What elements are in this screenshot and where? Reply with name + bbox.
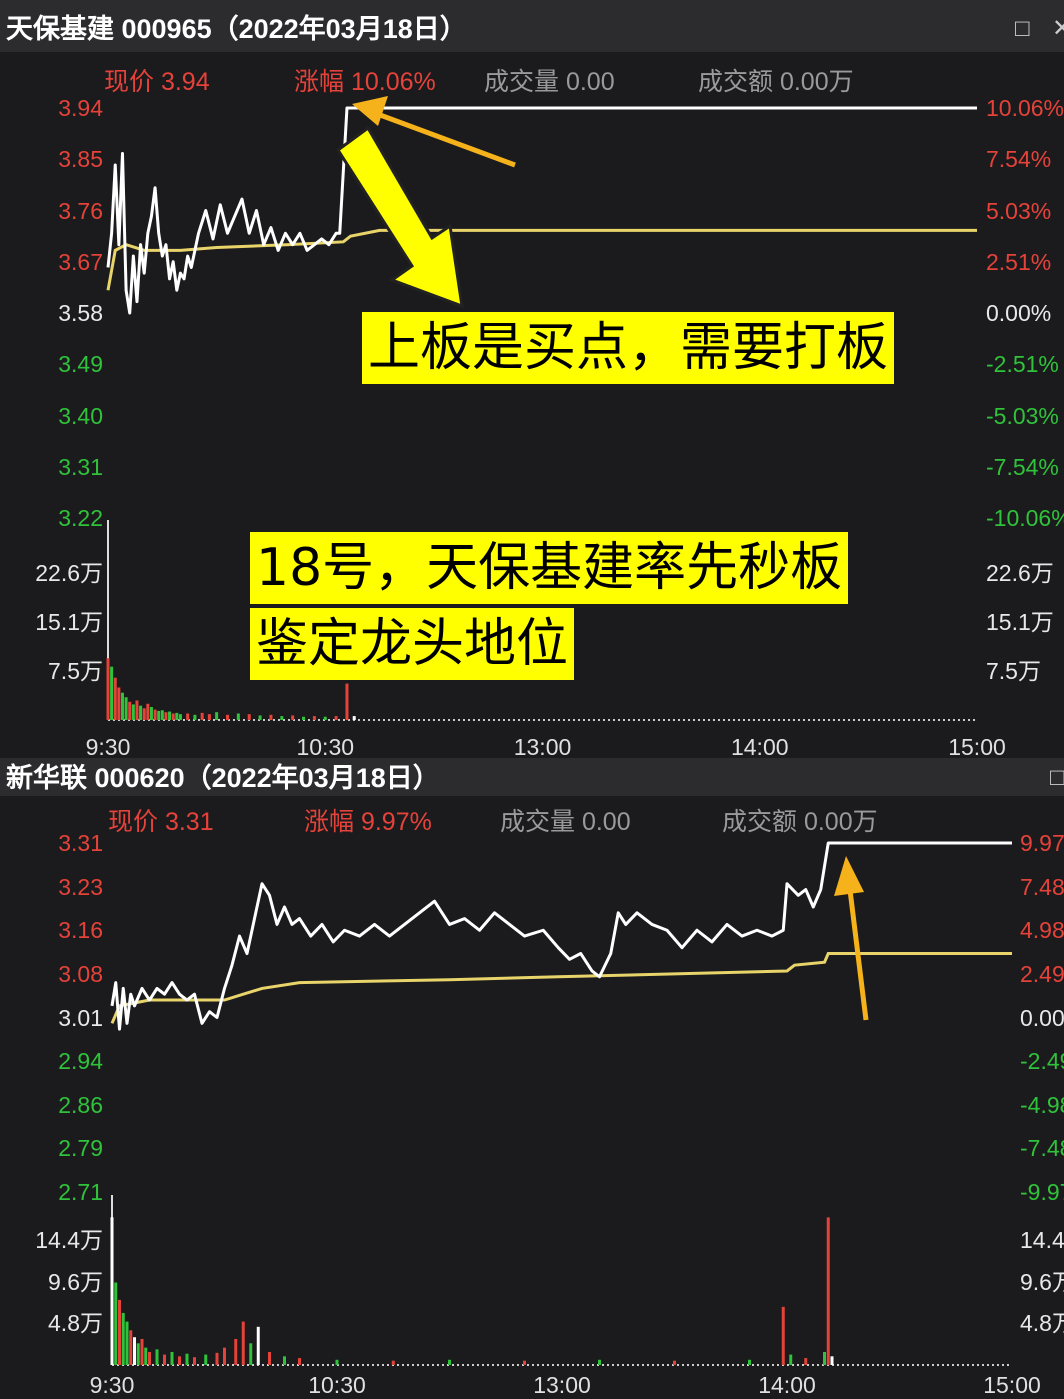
price-tick-label: 3.22	[58, 505, 103, 531]
time-tick-label: 14:00	[730, 734, 789, 760]
panel2-current-price: 现价 3.31	[108, 808, 214, 836]
pct-tick-label: -2.49%	[1020, 1048, 1064, 1075]
pct-tick-label: 7.54%	[986, 146, 1052, 173]
maximize-icon[interactable]: □	[1050, 764, 1064, 791]
maximize-icon[interactable]: □	[1015, 15, 1030, 42]
panel2-amount: 成交额 0.00万	[722, 808, 878, 836]
volume-tick-label: 7.5万	[48, 658, 103, 684]
price-tick-label: 3.23	[58, 873, 103, 900]
volume-tick-label-right: 15.1万	[986, 609, 1054, 635]
pct-tick-label: 2.51%	[986, 248, 1052, 275]
time-tick-label: 10:30	[308, 1372, 366, 1398]
time-tick-label: 13:00	[513, 734, 572, 760]
pct-tick-label: -2.51%	[986, 351, 1059, 378]
price-tick-label: 3.08	[58, 960, 103, 987]
price-tick-label: 2.86	[58, 1091, 103, 1118]
big-down-arrow-icon	[335, 125, 464, 309]
volume-tick-label-right: 9.6万	[1020, 1268, 1064, 1295]
panel2-change-pct: 涨幅 9.97%	[304, 808, 432, 836]
volume-tick-label: 14.4万	[35, 1227, 103, 1253]
price-tick-label: 3.85	[58, 146, 103, 173]
volume-tick-label: 9.6万	[48, 1268, 103, 1295]
volume-tick-label-right: 14.4万	[1020, 1227, 1064, 1253]
volume-tick-label: 22.6万	[35, 560, 103, 586]
pct-tick-label: 9.97%	[1020, 830, 1064, 856]
price-line	[110, 841, 1012, 1031]
orange-arrow-shaft	[847, 889, 869, 1021]
pct-tick-label: -4.98%	[1020, 1091, 1064, 1118]
pct-tick-label: -7.54%	[986, 453, 1059, 480]
volume-tick-label-right: 4.8万	[1020, 1310, 1064, 1337]
panel1-change-pct: 涨幅 10.06%	[294, 68, 436, 96]
price-tick-label: 3.94	[58, 95, 103, 121]
orange-arrow-head-icon	[352, 96, 388, 126]
price-tick-label: 3.31	[58, 830, 103, 856]
panel1-volume: 成交量 0.00	[484, 68, 615, 96]
pct-tick-label: 0.00%	[1020, 1004, 1064, 1031]
average-price-line	[110, 952, 1012, 1024]
volume-tick-label-right: 22.6万	[986, 560, 1054, 586]
panel1-amount: 成交额 0.00万	[698, 68, 854, 96]
pct-tick-label: 0.00%	[986, 300, 1052, 326]
price-tick-label: 3.40	[58, 402, 103, 429]
price-tick-label: 3.58	[58, 300, 103, 326]
pct-tick-label: -9.97%	[1020, 1179, 1064, 1205]
annotation-buy-point: 上板是买点，需要打板	[362, 312, 895, 384]
panel1-title: 天保基建 000965（2022年03月18日）	[6, 14, 467, 44]
panel2-title-bar: 新华联 000620（2022年03月18日） □	[0, 758, 1064, 796]
pct-tick-label: -7.48%	[1020, 1135, 1064, 1162]
panel2-volume: 成交量 0.00	[500, 808, 631, 836]
price-tick-label: 2.71	[58, 1179, 103, 1205]
orange-arrow-shaft	[371, 109, 516, 168]
pct-tick-label: 10.06%	[986, 95, 1064, 121]
price-line	[106, 106, 977, 315]
annotation-leader-line1: 18号，天保基建率先秒板	[250, 532, 849, 604]
price-tick-label: 3.01	[58, 1004, 103, 1031]
average-price-line	[106, 228, 977, 291]
close-icon[interactable]: ✕	[1052, 15, 1064, 42]
price-tick-label: 2.79	[58, 1135, 103, 1162]
pct-tick-label: 2.49%	[1020, 960, 1064, 987]
price-tick-label: 2.94	[58, 1048, 103, 1075]
panel1-title-bar: 天保基建 000965（2022年03月18日） □ ✕	[0, 0, 1064, 52]
time-tick-label: 15:00	[983, 1372, 1041, 1398]
time-tick-label: 15:00	[948, 734, 1006, 760]
time-tick-label: 10:30	[296, 734, 355, 760]
pct-tick-label: 4.98%	[1020, 917, 1064, 944]
panel2-title: 新华联 000620（2022年03月18日）	[6, 763, 440, 793]
orange-arrow-head-icon	[834, 856, 864, 896]
price-tick-label: 3.16	[58, 917, 103, 944]
annotation-leader-line2: 鉴定龙头地位	[250, 608, 575, 680]
price-tick-label: 3.31	[58, 453, 103, 480]
pct-tick-label: -10.06%	[986, 505, 1064, 531]
time-tick-label: 13:00	[533, 1372, 591, 1398]
pct-tick-label: 7.48%	[1020, 873, 1064, 900]
price-tick-label: 3.49	[58, 351, 103, 378]
volume-tick-label: 4.8万	[48, 1310, 103, 1337]
time-tick-label: 9:30	[89, 1372, 135, 1398]
volume-tick-label: 15.1万	[35, 609, 103, 635]
price-tick-label: 3.76	[58, 197, 103, 224]
panel1-current-price: 现价 3.94	[104, 68, 210, 96]
pct-tick-label: 5.03%	[986, 197, 1052, 224]
volume-tick-label-right: 7.5万	[986, 658, 1041, 684]
price-tick-label: 3.67	[58, 248, 103, 275]
time-tick-label: 9:30	[85, 734, 131, 760]
pct-tick-label: -5.03%	[986, 402, 1059, 429]
time-tick-label: 14:00	[758, 1372, 816, 1398]
